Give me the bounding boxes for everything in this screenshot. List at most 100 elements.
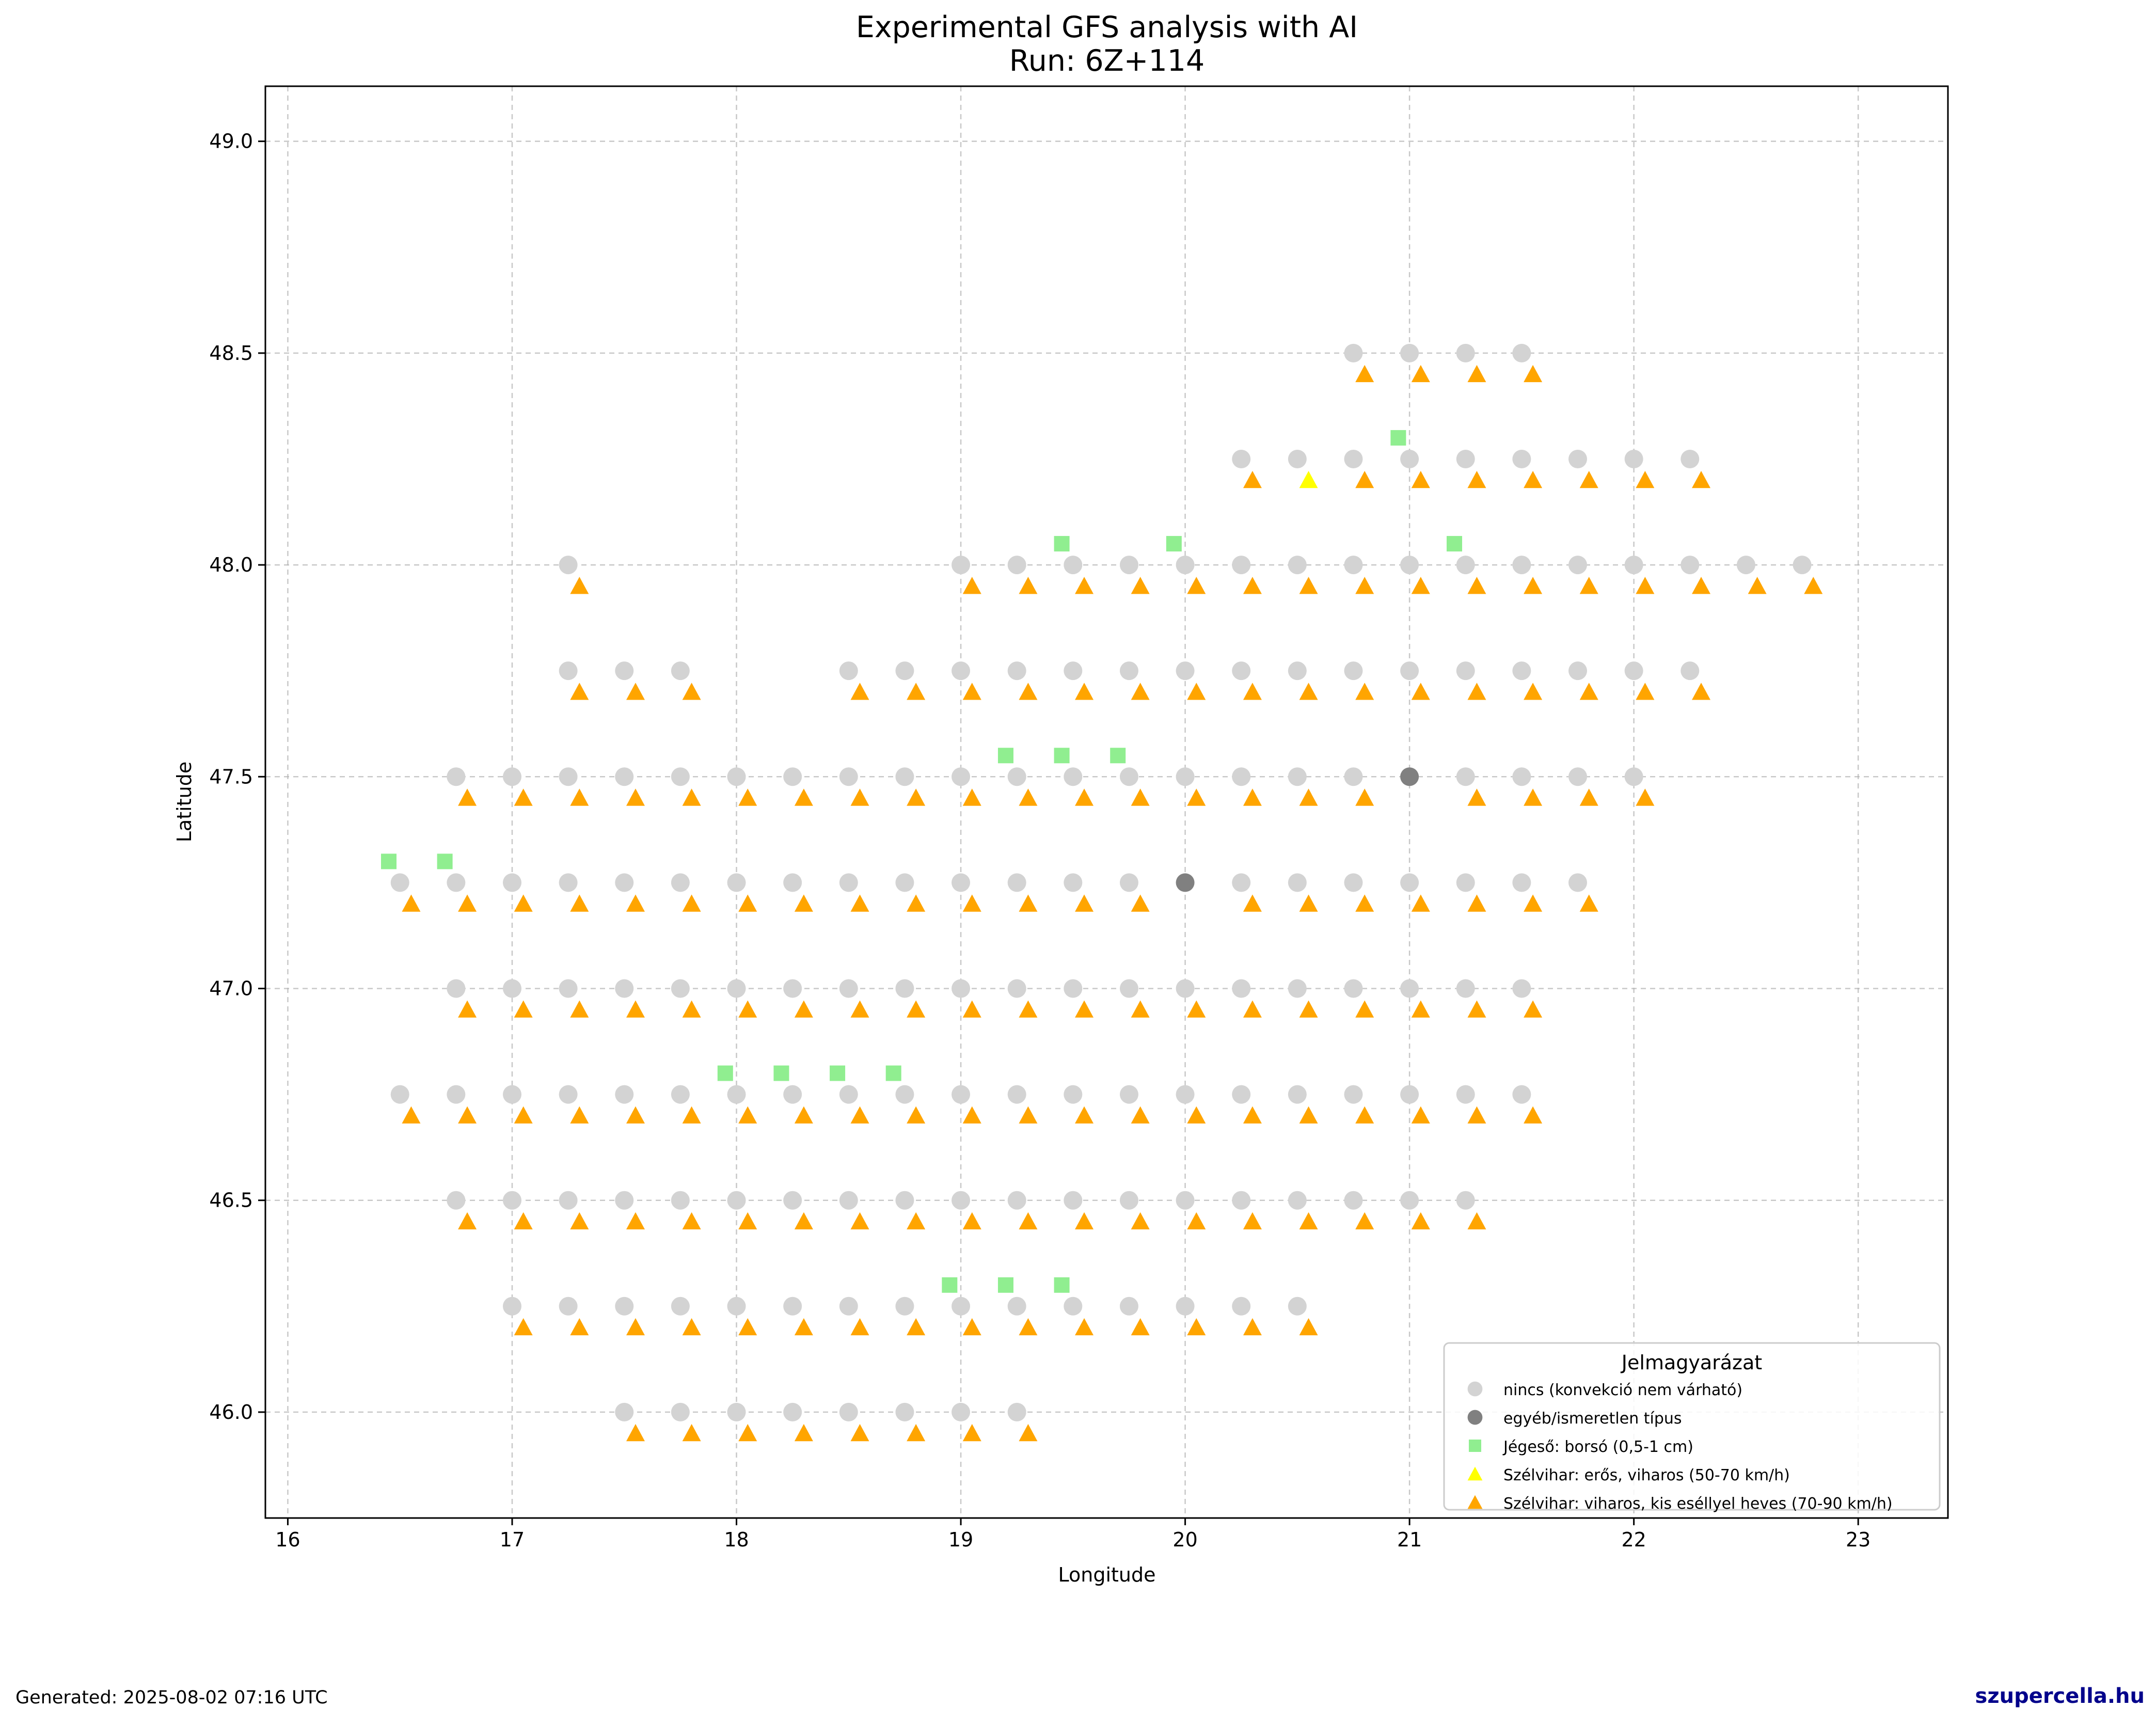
triangle-point: [626, 1318, 645, 1336]
circle-point: [1344, 556, 1363, 575]
triangle-point: [458, 894, 477, 912]
triangle-point: [458, 1212, 477, 1230]
circle-point: [1176, 979, 1195, 998]
circle-point: [1456, 1191, 1475, 1210]
x-axis-label: Longitude: [1058, 1563, 1156, 1586]
triangle-point: [1075, 1318, 1094, 1336]
circle-point: [1176, 873, 1195, 892]
circle-point: [1512, 979, 1531, 998]
triangle-point: [402, 1106, 421, 1124]
triangle-point: [1131, 683, 1150, 700]
triangle-point: [1411, 577, 1430, 594]
circle-point: [447, 1191, 466, 1210]
circle-point: [1119, 873, 1138, 892]
triangle-point: [682, 894, 701, 912]
triangle-point: [570, 1318, 589, 1336]
square-point: [1390, 430, 1406, 446]
triangle-point: [1187, 1212, 1206, 1230]
circle-point: [390, 873, 409, 892]
circle-point: [1344, 343, 1363, 362]
circle-point: [839, 1085, 858, 1104]
y-tick-label: 46.5: [209, 1189, 253, 1212]
circle-point: [1456, 767, 1475, 786]
brand-link[interactable]: szupercella.hu: [1975, 1684, 2145, 1708]
triangle-point: [1579, 470, 1598, 488]
circle-point: [1344, 979, 1363, 998]
triangle-point: [850, 1424, 869, 1442]
triangle-point: [1019, 683, 1038, 700]
triangle-point: [1019, 788, 1038, 806]
y-tick-label: 46.0: [209, 1401, 253, 1424]
circle-point: [502, 1085, 521, 1104]
circle-point: [895, 1191, 914, 1210]
x-ticks: 16 17 18 19 20 21 22 23: [275, 1518, 1870, 1551]
triangle-point: [1075, 683, 1094, 700]
circle-point: [1344, 1085, 1363, 1104]
triangle-point: [1243, 894, 1262, 912]
triangle-point: [1187, 1106, 1206, 1124]
triangle-point: [794, 788, 813, 806]
triangle-point: [626, 894, 645, 912]
triangle-point: [458, 1000, 477, 1018]
circle-point: [1512, 873, 1531, 892]
triangle-point: [1131, 788, 1150, 806]
circle-point: [1064, 767, 1083, 786]
triangle-point: [1524, 365, 1543, 383]
legend: Jelmagyarázat nincs (konvekció nem várha…: [1443, 1342, 1941, 1513]
triangle-point: [1355, 683, 1374, 700]
triangle-point: [1243, 470, 1262, 488]
triangle-point: [1187, 1318, 1206, 1336]
square-point: [1054, 1277, 1070, 1293]
triangle-point: [962, 894, 981, 912]
circle-point: [1288, 1085, 1307, 1104]
circle-point: [1624, 661, 1643, 681]
circle-point: [895, 1402, 914, 1421]
triangle-point: [682, 1424, 701, 1442]
square-point: [885, 1065, 901, 1081]
triangle-point: [514, 788, 533, 806]
square-point: [942, 1277, 958, 1293]
triangle-point: [962, 1318, 981, 1336]
triangle-point: [794, 1000, 813, 1018]
circle-point: [839, 661, 858, 681]
circle-point: [1232, 979, 1251, 998]
circle-point: [1568, 449, 1588, 468]
triangle-point: [1299, 1212, 1318, 1230]
triangle-point: [1467, 788, 1486, 806]
triangle-point: [907, 1318, 926, 1336]
y-tick-label: 48.0: [209, 554, 253, 576]
triangle-point: [1019, 1212, 1038, 1230]
triangle-point: [1075, 788, 1094, 806]
circle-point: [1456, 661, 1475, 681]
x-tick-label: 21: [1397, 1528, 1422, 1551]
circle-point: [1344, 661, 1363, 681]
triangle-point: [1131, 577, 1150, 594]
triangle-point: [1355, 1000, 1374, 1018]
triangle-point: [1579, 894, 1598, 912]
triangle-point: [1019, 894, 1038, 912]
circle-point: [615, 1297, 634, 1316]
triangle-point: [1299, 577, 1318, 594]
triangle-point: [1299, 1000, 1318, 1018]
circle-point: [1512, 449, 1531, 468]
circle-point: [1456, 873, 1475, 892]
circle-point: [895, 979, 914, 998]
triangle-point: [1355, 1212, 1374, 1230]
circle-point: [559, 1297, 578, 1316]
circle-point: [1400, 556, 1419, 575]
triangle-point: [1411, 470, 1430, 488]
circle-point: [671, 1085, 690, 1104]
triangle-point: [794, 1424, 813, 1442]
circle-point: [1400, 449, 1419, 468]
y-ticks: 46.0 46.5 47.0 47.5 48.0 48.5 49.0: [209, 130, 265, 1424]
circle-point: [447, 979, 466, 998]
circle-point: [615, 661, 634, 681]
circle-point: [1007, 661, 1026, 681]
triangle-point: [1131, 1106, 1150, 1124]
triangle-point: [1636, 683, 1655, 700]
circle-point: [671, 873, 690, 892]
circle-point: [1064, 979, 1083, 998]
triangle-point: [1524, 577, 1543, 594]
triangle-point: [1019, 1000, 1038, 1018]
circle-point: [1007, 979, 1026, 998]
